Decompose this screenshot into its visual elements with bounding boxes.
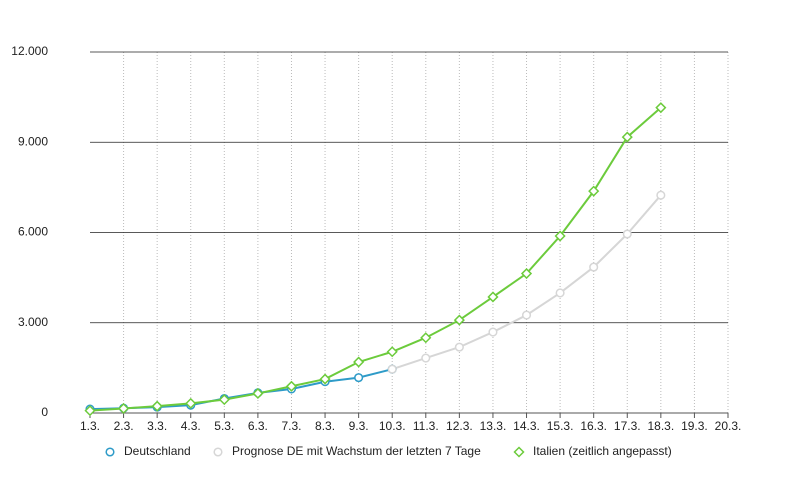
- data-point: [554, 230, 566, 242]
- data-point: [387, 364, 397, 374]
- x-tick-label: 9.3.: [349, 419, 369, 433]
- data-point: [118, 402, 130, 415]
- x-tick-label: 8.3.: [315, 419, 335, 433]
- x-tick-label: 20.3.: [715, 419, 742, 433]
- data-point: [520, 267, 533, 280]
- data-point: [386, 346, 398, 358]
- data-point: [521, 310, 532, 320]
- x-tick-label: 4.3.: [181, 419, 201, 433]
- data-point: [621, 131, 633, 143]
- x-tick-label: 3.3.: [147, 419, 167, 433]
- x-tick-label: 17.3.: [614, 419, 641, 433]
- data-point: [588, 185, 600, 197]
- data-point: [488, 327, 498, 337]
- x-tick-label: 11.3.: [413, 419, 439, 433]
- y-tick-label: 0: [41, 405, 48, 419]
- data-point: [353, 356, 365, 368]
- y-tick-label: 12.000: [11, 44, 48, 58]
- data-point: [84, 405, 96, 417]
- data-point: [453, 314, 465, 326]
- x-tick-label: 13.3.: [480, 419, 507, 433]
- legend-marker: [213, 447, 223, 457]
- x-tick-label: 14.3.: [513, 419, 540, 433]
- data-point: [555, 288, 565, 298]
- y-tick-label: 9.000: [18, 134, 48, 148]
- x-tick-label: 6.3.: [248, 419, 268, 433]
- legend-label: Prognose DE mit Wachstum der letzten 7 T…: [232, 444, 481, 458]
- legend-label: Deutschland: [124, 444, 191, 458]
- y-tick-label: 3.000: [18, 315, 48, 329]
- y-tick-label: 6.000: [18, 225, 48, 239]
- data-point: [218, 394, 230, 406]
- x-tick-label: 16.3.: [580, 419, 607, 433]
- x-tick-label: 15.3.: [547, 419, 574, 433]
- series-line: [89, 106, 662, 412]
- data-point: [421, 353, 431, 363]
- data-point: [589, 262, 599, 272]
- x-tick-label: 5.3.: [214, 419, 234, 433]
- legend-marker: [513, 446, 525, 458]
- data-point: [151, 400, 163, 412]
- data-point: [655, 102, 667, 114]
- x-tick-label: 10.3.: [379, 419, 406, 433]
- data-point: [420, 332, 432, 344]
- data-point: [656, 190, 666, 200]
- legend-label: Italien (zeitlich angepasst): [533, 444, 672, 458]
- x-tick-label: 7.3.: [281, 419, 301, 433]
- data-point: [319, 373, 331, 385]
- data-point: [354, 373, 364, 383]
- x-tick-label: 19.3.: [681, 419, 708, 433]
- data-point: [487, 291, 499, 303]
- data-point: [622, 229, 632, 239]
- x-tick-label: 1.3.: [80, 419, 100, 433]
- x-tick-label: 18.3.: [647, 419, 674, 433]
- data-point: [252, 387, 264, 400]
- x-tick-label: 12.3.: [446, 419, 473, 433]
- data-point: [454, 342, 464, 352]
- x-tick-label: 2.3.: [114, 419, 134, 433]
- series-line: [89, 368, 393, 411]
- data-point: [185, 397, 197, 409]
- data-point: [285, 380, 298, 392]
- legend-marker: [105, 447, 115, 457]
